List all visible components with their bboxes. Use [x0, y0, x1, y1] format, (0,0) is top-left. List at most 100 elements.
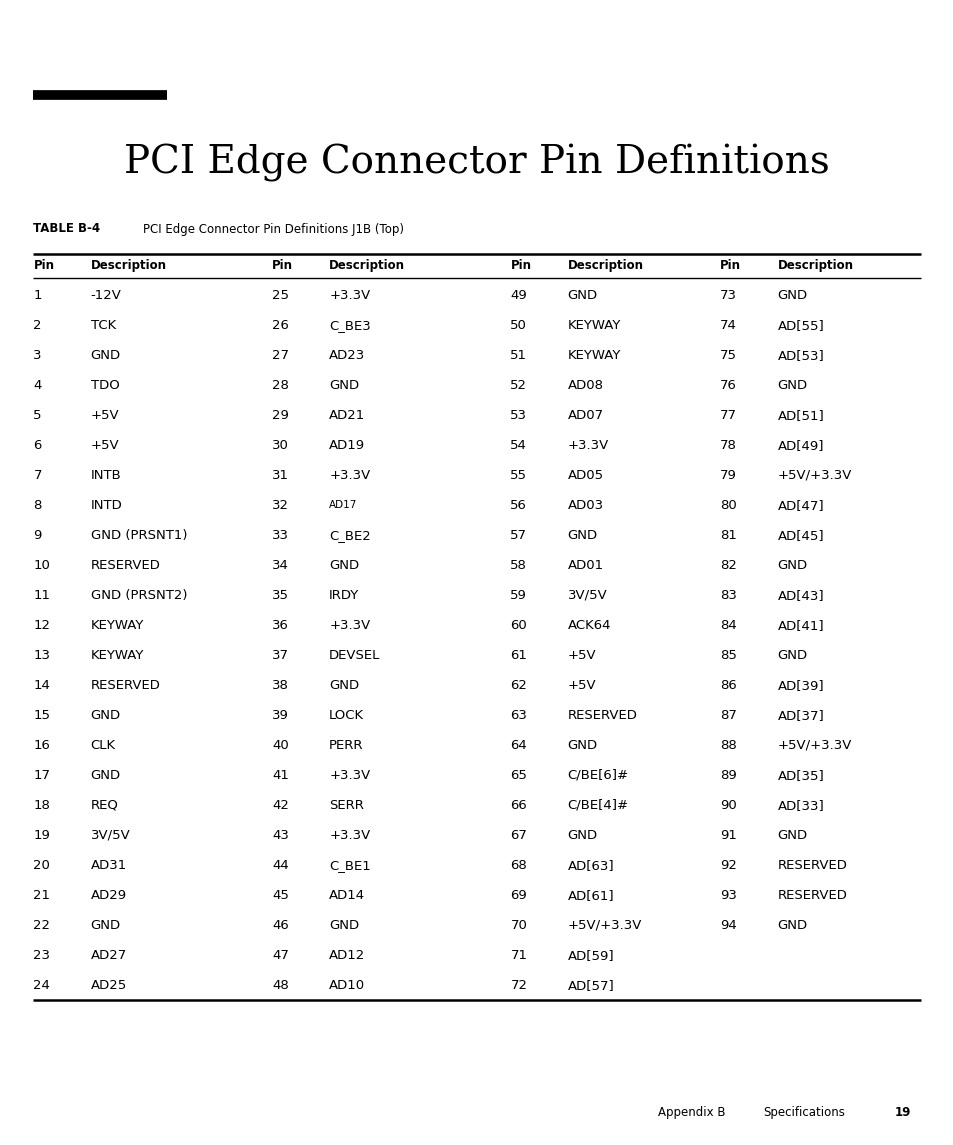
Text: Pin: Pin — [720, 259, 740, 273]
Text: 4: 4 — [33, 379, 42, 392]
Text: PCI Edge Connector Pin Definitions J1B (Top): PCI Edge Connector Pin Definitions J1B (… — [143, 222, 404, 236]
Text: GND: GND — [91, 349, 121, 362]
Text: 3V/5V: 3V/5V — [91, 829, 131, 842]
Text: 10: 10 — [33, 559, 51, 571]
Text: 49: 49 — [510, 289, 527, 302]
Text: AD[45]: AD[45] — [777, 529, 823, 542]
Text: SERR: SERR — [329, 799, 364, 812]
Text: 88: 88 — [720, 739, 737, 752]
Text: 66: 66 — [510, 799, 527, 812]
Text: 7: 7 — [33, 469, 42, 482]
Text: GND: GND — [567, 529, 598, 542]
Text: TABLE B-4: TABLE B-4 — [33, 222, 100, 236]
Text: 9: 9 — [33, 529, 42, 542]
Text: 80: 80 — [720, 499, 737, 512]
Text: 87: 87 — [720, 709, 737, 721]
Text: 50: 50 — [510, 319, 527, 332]
Text: REQ: REQ — [91, 799, 118, 812]
Text: +5V/+3.3V: +5V/+3.3V — [777, 469, 851, 482]
Text: AD10: AD10 — [329, 979, 365, 992]
Text: 60: 60 — [510, 619, 527, 632]
Text: 26: 26 — [272, 319, 289, 332]
Text: 57: 57 — [510, 529, 527, 542]
Text: 14: 14 — [33, 679, 51, 692]
Text: Description: Description — [567, 259, 643, 273]
Text: 63: 63 — [510, 709, 527, 721]
Text: 74: 74 — [720, 319, 737, 332]
Text: 71: 71 — [510, 949, 527, 962]
Text: LOCK: LOCK — [329, 709, 364, 721]
Text: 39: 39 — [272, 709, 289, 721]
Text: 37: 37 — [272, 649, 289, 662]
Text: Description: Description — [91, 259, 167, 273]
Text: 84: 84 — [720, 619, 737, 632]
Text: AD12: AD12 — [329, 949, 365, 962]
Text: 56: 56 — [510, 499, 527, 512]
Text: GND: GND — [329, 559, 359, 571]
Text: 19: 19 — [894, 1106, 910, 1120]
Text: AD[53]: AD[53] — [777, 349, 823, 362]
Text: +3.3V: +3.3V — [329, 469, 370, 482]
Text: 27: 27 — [272, 349, 289, 362]
Text: C/BE[4]#: C/BE[4]# — [567, 799, 628, 812]
Text: 89: 89 — [720, 769, 737, 782]
Text: 62: 62 — [510, 679, 527, 692]
Text: AD21: AD21 — [329, 409, 365, 421]
Text: Appendix B: Appendix B — [658, 1106, 725, 1120]
Text: GND (PRSNT1): GND (PRSNT1) — [91, 529, 187, 542]
Text: 18: 18 — [33, 799, 51, 812]
Text: AD[41]: AD[41] — [777, 619, 823, 632]
Text: 94: 94 — [720, 919, 737, 932]
Text: Pin: Pin — [272, 259, 293, 273]
Text: GND: GND — [777, 559, 807, 571]
Text: 23: 23 — [33, 949, 51, 962]
Text: 6: 6 — [33, 439, 42, 452]
Text: +5V/+3.3V: +5V/+3.3V — [567, 919, 641, 932]
Text: C/BE[6]#: C/BE[6]# — [567, 769, 628, 782]
Text: AD[59]: AD[59] — [567, 949, 614, 962]
Text: 92: 92 — [720, 859, 737, 871]
Text: AD[35]: AD[35] — [777, 769, 823, 782]
Text: 64: 64 — [510, 739, 527, 752]
Text: 67: 67 — [510, 829, 527, 842]
Text: 5: 5 — [33, 409, 42, 421]
Text: 25: 25 — [272, 289, 289, 302]
Text: 17: 17 — [33, 769, 51, 782]
Text: 73: 73 — [720, 289, 737, 302]
Text: 1: 1 — [33, 289, 42, 302]
Text: 53: 53 — [510, 409, 527, 421]
Text: 33: 33 — [272, 529, 289, 542]
Text: AD19: AD19 — [329, 439, 365, 452]
Text: 68: 68 — [510, 859, 527, 871]
Text: PERR: PERR — [329, 739, 363, 752]
Text: AD[63]: AD[63] — [567, 859, 614, 871]
Text: 79: 79 — [720, 469, 737, 482]
Text: 42: 42 — [272, 799, 289, 812]
Text: -12V: -12V — [91, 289, 121, 302]
Text: 30: 30 — [272, 439, 289, 452]
Text: 86: 86 — [720, 679, 737, 692]
Text: 47: 47 — [272, 949, 289, 962]
Text: RESERVED: RESERVED — [567, 709, 637, 721]
Text: 78: 78 — [720, 439, 737, 452]
Text: AD03: AD03 — [567, 499, 603, 512]
Text: Pin: Pin — [510, 259, 531, 273]
Text: ACK64: ACK64 — [567, 619, 611, 632]
Text: INTB: INTB — [91, 469, 121, 482]
Text: +5V/+3.3V: +5V/+3.3V — [777, 739, 851, 752]
Text: 21: 21 — [33, 889, 51, 902]
Text: 24: 24 — [33, 979, 51, 992]
Text: +3.3V: +3.3V — [329, 289, 370, 302]
Text: +3.3V: +3.3V — [329, 829, 370, 842]
Text: Pin: Pin — [33, 259, 54, 273]
Text: GND: GND — [91, 709, 121, 721]
Text: AD[49]: AD[49] — [777, 439, 823, 452]
Text: 32: 32 — [272, 499, 289, 512]
Text: +3.3V: +3.3V — [567, 439, 608, 452]
Text: 70: 70 — [510, 919, 527, 932]
Text: 40: 40 — [272, 739, 289, 752]
Text: 91: 91 — [720, 829, 737, 842]
Text: 54: 54 — [510, 439, 527, 452]
Text: GND (PRSNT2): GND (PRSNT2) — [91, 589, 187, 602]
Text: GND: GND — [777, 829, 807, 842]
